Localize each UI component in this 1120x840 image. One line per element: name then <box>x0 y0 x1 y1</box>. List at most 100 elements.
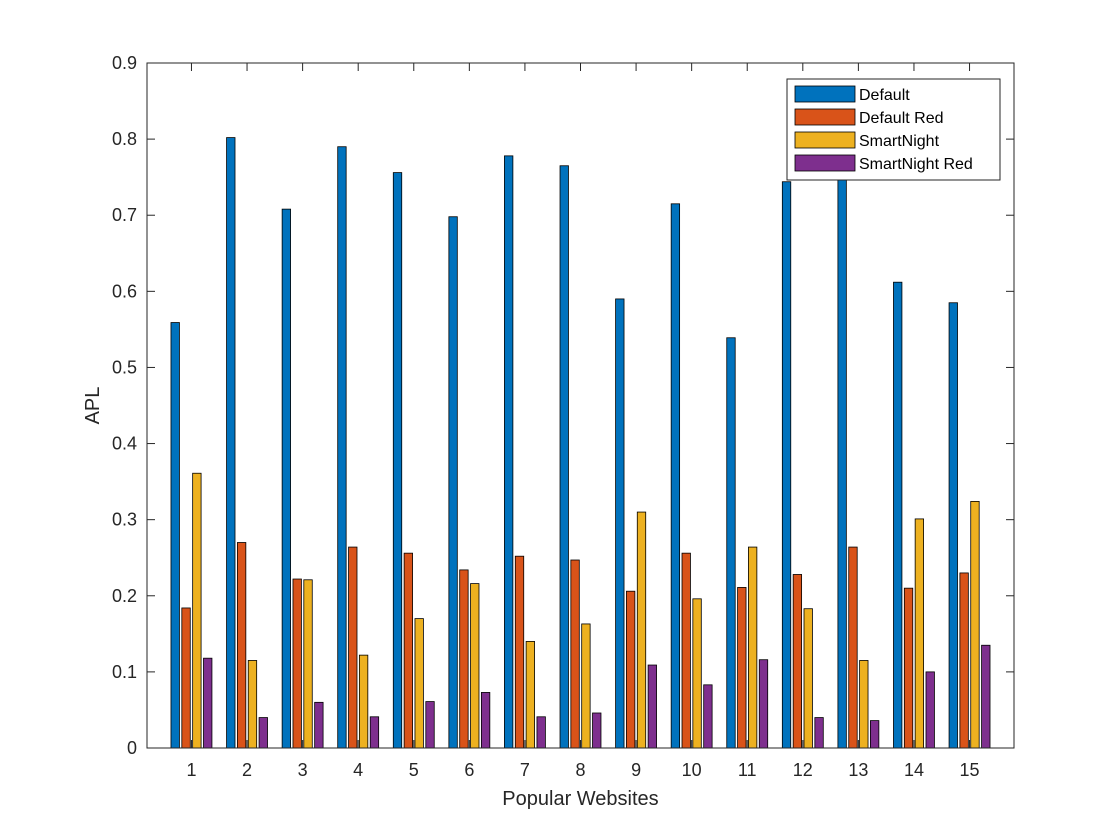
bar-smartnight-11 <box>748 546 758 749</box>
legend: Default Default Red SmartNight SmartNight R… <box>786 78 1001 181</box>
bar-default-red-10 <box>681 552 691 749</box>
bar-smartnight-3 <box>303 579 313 749</box>
legend-label-smartnight-red: SmartNight Red <box>859 156 973 173</box>
legend-label-default: Default <box>859 87 910 104</box>
bar-smartnight-9 <box>636 511 647 749</box>
y-tick-label: 0.3 <box>112 510 137 530</box>
bar-default-red-6 <box>459 569 469 749</box>
bar-smartnight-red-12 <box>814 717 824 749</box>
y-tick-label: 0.5 <box>112 357 137 377</box>
bar-default-red-15 <box>959 572 969 749</box>
bar-smartnight-8 <box>581 623 591 749</box>
bar-smartnight-5 <box>414 618 424 749</box>
bar-default-9 <box>615 298 625 749</box>
x-tick-label: 12 <box>793 760 813 780</box>
y-tick-label: 0.1 <box>112 662 137 682</box>
x-tick-label: 11 <box>738 760 757 780</box>
bar-smartnight-red-14 <box>925 671 935 749</box>
x-tick-label: 4 <box>353 760 363 780</box>
y-tick-label: 0.9 <box>112 53 137 73</box>
legend-label-default-red: Default Red <box>859 110 944 127</box>
x-tick-label: 10 <box>682 760 702 780</box>
bar-default-15 <box>948 302 958 749</box>
bar-default-red-14 <box>903 587 914 749</box>
y-axis-ticks: 0 0.1 0.2 0.3 0.4 0.5 0.6 0.7 0.8 0.9 <box>112 53 1014 758</box>
x-tick-label: 3 <box>298 760 308 780</box>
y-tick-label: 0 <box>127 738 137 758</box>
y-tick-label: 0.8 <box>112 129 137 149</box>
bar-default-red-8 <box>570 559 580 749</box>
x-tick-label: 14 <box>904 760 924 780</box>
bar-default-12 <box>781 181 792 749</box>
x-tick-label: 6 <box>464 760 474 780</box>
bar-smartnight-12 <box>803 608 813 749</box>
bar-default-red-7 <box>514 555 525 749</box>
bar-default-13 <box>837 175 847 749</box>
bar-default-11 <box>726 337 736 749</box>
y-tick-label: 0.4 <box>112 434 137 454</box>
bar-default-red-1 <box>181 607 191 749</box>
bar-smartnight-red-7 <box>536 716 546 749</box>
y-tick-label: 0.7 <box>112 205 137 225</box>
bar-default-red-12 <box>792 574 803 749</box>
bar-default-red-2 <box>236 542 247 749</box>
bar-default-red-3 <box>292 578 302 749</box>
bar-default-5 <box>392 172 403 749</box>
bar-default-red-13 <box>848 546 858 749</box>
bar-default-2 <box>226 137 236 749</box>
x-tick-label: 5 <box>409 760 419 780</box>
bar-smartnight-6 <box>470 583 480 749</box>
bar-default-8 <box>559 165 569 749</box>
bar-default-6 <box>448 216 458 749</box>
bar-smartnight-2 <box>247 660 258 749</box>
bar-smartnight-red-15 <box>981 644 991 749</box>
bar-smartnight-13 <box>859 660 869 749</box>
bar-smartnight-red-4 <box>369 716 380 749</box>
x-tick-label: 1 <box>186 760 196 780</box>
x-tick-label: 9 <box>631 760 641 780</box>
legend-swatch-default <box>794 85 856 103</box>
bar-default-4 <box>337 146 347 749</box>
bars-group <box>170 137 991 749</box>
bar-smartnight-red-8 <box>592 712 602 749</box>
bar-default-10 <box>670 203 681 749</box>
bar-smartnight-red-1 <box>203 657 213 749</box>
y-axis-label: APL <box>82 387 104 425</box>
y-tick-label: 0.6 <box>112 281 137 301</box>
bar-default-red-11 <box>737 587 747 749</box>
x-tick-label: 7 <box>520 760 530 780</box>
bar-default-red-5 <box>403 552 413 749</box>
x-axis-ticks: 1 2 3 4 5 6 7 8 9 10 11 12 13 14 15 <box>186 63 980 780</box>
bar-smartnight-10 <box>692 598 702 749</box>
x-tick-label: 13 <box>848 760 868 780</box>
x-tick-label: 2 <box>242 760 252 780</box>
bar-default-red-4 <box>348 546 358 749</box>
bar-smartnight-red-11 <box>758 659 769 749</box>
bar-smartnight-red-6 <box>480 692 491 749</box>
bar-default-1 <box>170 322 180 749</box>
bar-default-7 <box>504 155 514 749</box>
x-tick-label: 15 <box>960 760 980 780</box>
y-tick-label: 0.2 <box>112 586 137 606</box>
legend-swatch-default-red <box>794 108 856 126</box>
bar-smartnight-red-10 <box>703 684 713 749</box>
bar-smartnight-red-5 <box>425 701 435 749</box>
bar-smartnight-red-9 <box>647 664 657 749</box>
bar-smartnight-7 <box>525 641 535 749</box>
bar-smartnight-red-2 <box>258 717 268 749</box>
legend-label-smartnight: SmartNight <box>859 133 940 150</box>
x-tick-label: 8 <box>575 760 585 780</box>
bar-smartnight-red-3 <box>314 701 324 749</box>
x-axis-label: Popular Websites <box>502 788 658 810</box>
bar-smartnight-red-13 <box>870 720 880 749</box>
bar-smartnight-14 <box>914 518 925 749</box>
bar-default-14 <box>893 281 903 749</box>
bar-smartnight-4 <box>358 654 369 749</box>
bar-smartnight-15 <box>970 500 980 749</box>
legend-swatch-smartnight-red <box>794 154 856 172</box>
legend-swatch-smartnight <box>794 131 856 149</box>
bar-smartnight-1 <box>192 472 202 749</box>
bar-default-3 <box>281 208 291 749</box>
bar-default-red-9 <box>626 590 636 749</box>
